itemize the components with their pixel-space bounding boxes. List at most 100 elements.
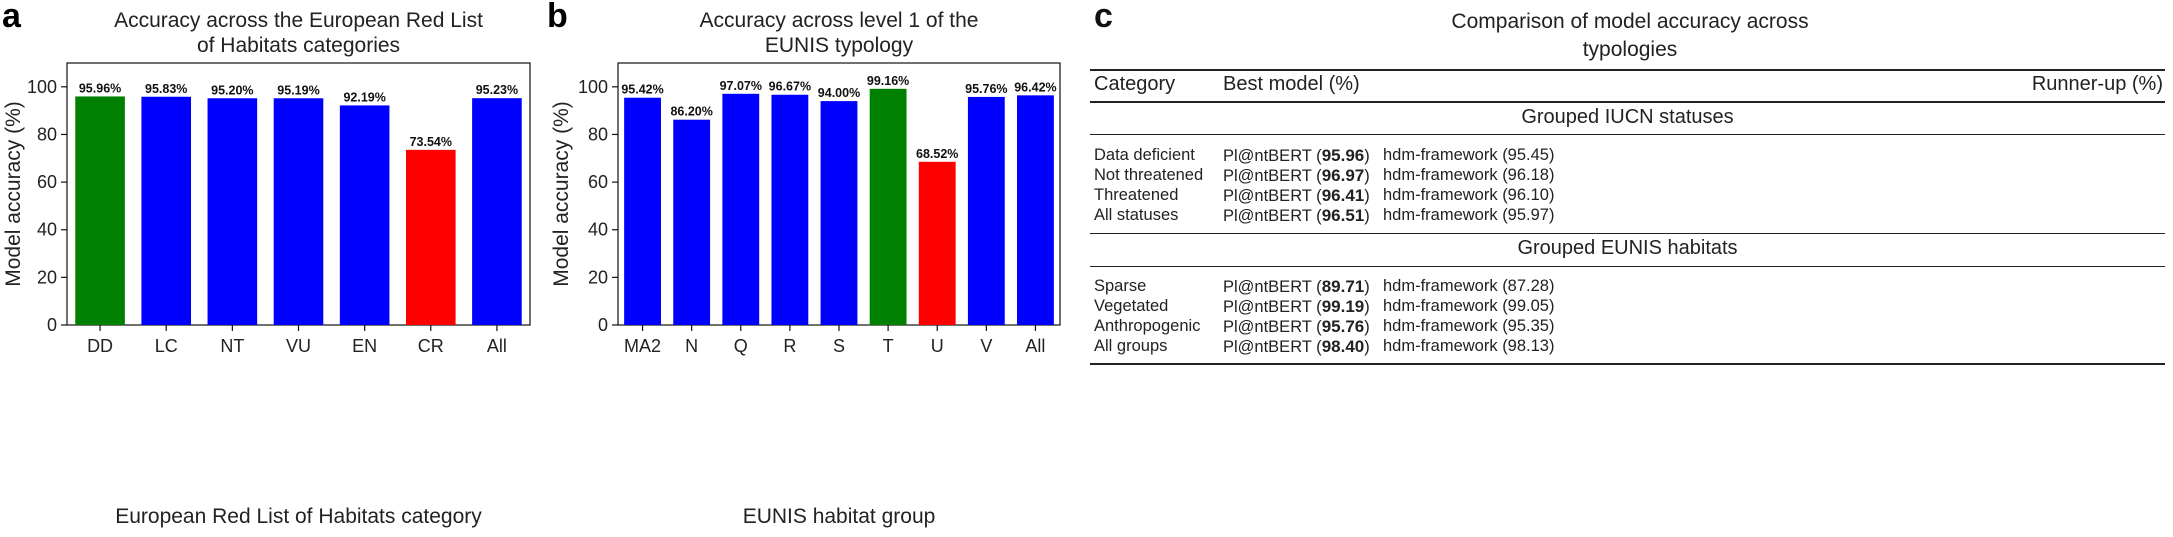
bar-chart-a: a Accuracy across the European Red Listof… (2, 0, 531, 528)
data-label-en: 92.19% (343, 90, 385, 104)
table-title-line-1: Comparison of model accuracy across (1451, 10, 1809, 33)
x-tick-label-q: Q (734, 336, 748, 356)
y-tick-label: 100 (27, 77, 57, 97)
bar-en (339, 105, 390, 325)
data-label-nt: 95.20% (211, 83, 253, 97)
row-category: Vegetated (1094, 297, 1169, 315)
data-label-r: 96.67% (769, 80, 811, 94)
y-tick-label: 20 (37, 267, 57, 287)
y-tick-label: 80 (588, 124, 608, 144)
x-tick-label-v: V (980, 336, 992, 356)
row-category: Data deficient (1094, 146, 1195, 164)
bar-q (722, 93, 760, 325)
data-label-lc: 95.83% (145, 82, 187, 96)
row-best-model: Pl@ntBERT (96.51) (1223, 206, 1370, 225)
x-tick-label-s: S (833, 336, 845, 356)
group-title-iucn: Grouped IUCN statuses (1521, 106, 1734, 128)
row-runner-up: hdm-framework (99.05) (1383, 297, 1555, 315)
row-runner-up: hdm-framework (95.97) (1383, 206, 1555, 224)
y-tick-label: 60 (37, 172, 57, 192)
group-title-eunis: Grouped EUNIS habitats (1517, 237, 1738, 259)
x-tick-label-dd: DD (87, 336, 113, 356)
bar-nt (207, 98, 258, 325)
data-label-vu: 95.19% (277, 83, 319, 97)
header-runner-up: Runner-up (%) (2031, 73, 2163, 95)
bar-u (918, 161, 956, 325)
bar-lc (141, 96, 192, 325)
group-divider-rule (1090, 233, 2165, 234)
header-category: Category (1094, 73, 1176, 95)
row-runner-up: hdm-framework (87.28) (1383, 277, 1555, 295)
chart-title-line-1: Accuracy across level 1 of the (700, 9, 979, 32)
y-tick-label: 100 (578, 77, 608, 97)
chart-panel-b: b Accuracy across level 1 of the EUNIS typ… (540, 0, 1080, 537)
x-tick-label-u: U (931, 336, 944, 356)
bar-r (771, 94, 809, 325)
y-tick-label: 0 (598, 315, 608, 335)
x-tick-label-all: All (1025, 336, 1045, 356)
x-tick-label-t: T (883, 336, 894, 356)
table-title-line-2: typologies (1582, 38, 1678, 61)
x-tick-label-ma2: MA2 (624, 336, 661, 356)
bar-t (869, 88, 907, 325)
row-runner-up: hdm-framework (95.45) (1383, 146, 1555, 164)
header-rule (1090, 101, 2165, 103)
data-label-s: 94.00% (818, 86, 860, 100)
group-rule-iucn (1090, 134, 2165, 135)
x-tick-label-lc: LC (155, 336, 178, 356)
table-row: Anthropogenic Pl@ntBERT (95.76) hdm-fram… (1090, 317, 2165, 338)
row-category: All statuses (1094, 206, 1179, 224)
row-category: Anthropogenic (1094, 317, 1201, 335)
bar-s (820, 101, 858, 325)
table-top-rule (1090, 69, 2165, 71)
chart-panel-a: a Accuracy across the European Red List of… (0, 0, 540, 537)
data-label-v: 95.76% (965, 82, 1007, 96)
bar-all (472, 98, 522, 326)
data-label-n: 86.20% (670, 105, 712, 119)
x-tick-label-nt: NT (220, 336, 244, 356)
x-tick-label-r: R (783, 336, 796, 356)
row-category: Not threatened (1094, 166, 1204, 184)
y-tick-label: 20 (588, 267, 608, 287)
y-tick-label: 40 (588, 220, 608, 240)
table-title: Comparison of model accuracy across typo… (1110, 8, 2150, 64)
table-row: Data deficient Pl@ntBERT (95.96) hdm-fra… (1090, 146, 2165, 167)
data-label-ma2: 95.42% (621, 83, 663, 97)
chart-title-line-1: Accuracy across the European Red List (114, 9, 483, 32)
row-best-model: Pl@ntBERT (98.40) (1223, 337, 1370, 356)
y-tick-label: 60 (588, 172, 608, 192)
row-best-model: Pl@ntBERT (99.19) (1223, 297, 1370, 316)
x-tick-label-en: EN (352, 336, 377, 356)
table-row: Vegetated Pl@ntBERT (99.19) hdm-framewor… (1090, 297, 2165, 318)
bar-dd (75, 96, 125, 325)
data-label-cr: 73.54% (410, 135, 452, 149)
y-tick-label: 0 (47, 315, 57, 335)
row-runner-up: hdm-framework (96.10) (1383, 186, 1555, 204)
chart-title-line-2: EUNIS typology (765, 34, 914, 57)
y-tick-label: 80 (37, 124, 57, 144)
x-tick-label-all: All (487, 336, 507, 356)
x-axis-label: EUNIS habitat group (743, 505, 936, 528)
table-panel-c: c Comparison of model accuracy across ty… (1080, 0, 2173, 537)
bar-cr (405, 149, 456, 325)
data-label-dd: 95.96% (79, 81, 121, 95)
y-tick-label: 40 (37, 220, 57, 240)
row-runner-up: hdm-framework (98.13) (1383, 337, 1555, 355)
header-best-model: Best model (%) (1223, 73, 1360, 95)
data-label-q: 97.07% (720, 79, 762, 93)
panel-letter-c: c (1094, 0, 1113, 35)
panel-letter-a: a (2, 0, 22, 35)
data-label-all: 95.23% (476, 83, 518, 97)
y-axis-label: Model accuracy (%) (550, 101, 573, 287)
x-tick-label-cr: CR (418, 336, 444, 356)
bar-n (673, 119, 711, 325)
row-category: Sparse (1094, 277, 1147, 295)
data-label-t: 99.16% (867, 74, 909, 88)
y-axis-label: Model accuracy (%) (2, 101, 25, 287)
row-best-model: Pl@ntBERT (95.96) (1223, 146, 1370, 165)
x-tick-label-vu: VU (286, 336, 311, 356)
bar-v (967, 96, 1005, 326)
row-runner-up: hdm-framework (95.35) (1383, 317, 1555, 335)
row-best-model: Pl@ntBERT (96.97) (1223, 166, 1370, 185)
row-runner-up: hdm-framework (96.18) (1383, 166, 1555, 184)
